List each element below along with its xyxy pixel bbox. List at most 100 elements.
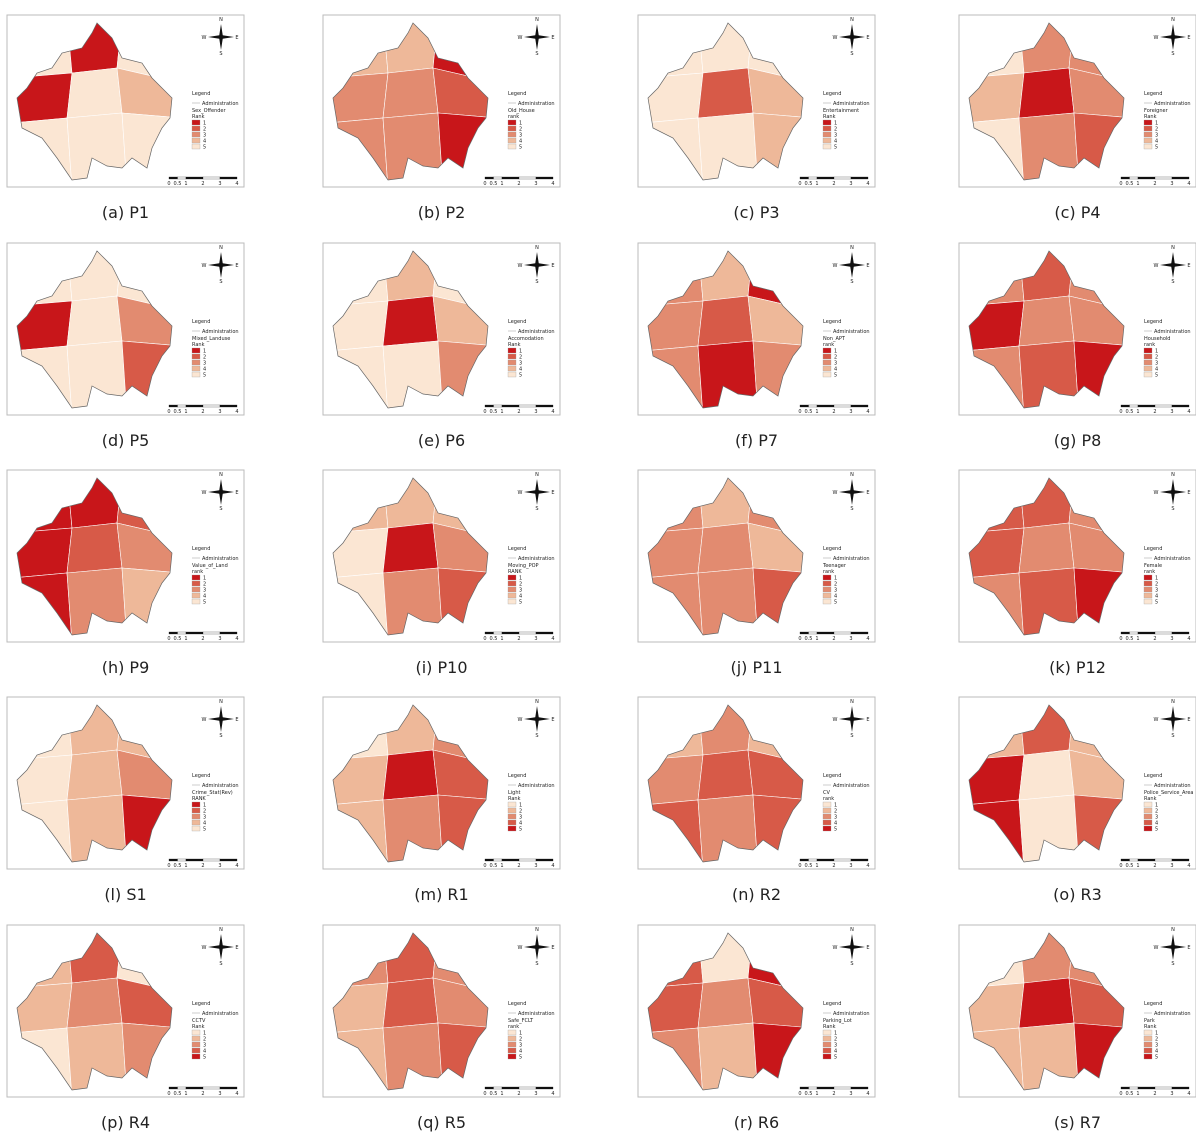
- legend-title: Legend: [192, 1001, 210, 1007]
- scale-segment: [177, 176, 187, 180]
- legend-swatch: [191, 365, 201, 372]
- scale-label: 3: [849, 1091, 852, 1097]
- compass-label: S: [535, 506, 538, 512]
- legend-class: 5: [203, 600, 206, 606]
- legend-class: 2: [834, 127, 837, 133]
- legend-class: 5: [203, 827, 206, 833]
- scale-segment: [202, 858, 221, 862]
- legend-layer: Accomodation: [508, 336, 544, 342]
- scale-label: 3: [534, 636, 537, 642]
- legend-class: 3: [519, 361, 522, 367]
- caption: (r) R6: [734, 1113, 779, 1132]
- compass: [208, 35, 234, 39]
- compass-label: S: [1171, 506, 1174, 512]
- scale-label: 3: [218, 636, 221, 642]
- compass-label: S: [1171, 51, 1174, 57]
- compass: [524, 263, 550, 267]
- scale-segment: [1137, 1086, 1156, 1090]
- scale-segment: [1171, 858, 1190, 862]
- map-panel: NSW ELegendAdministrationSafe_FCLTrank123…: [322, 924, 561, 1132]
- legend-swatch: [191, 143, 201, 150]
- legend-swatch: [1143, 1047, 1153, 1054]
- scale-segment: [1129, 858, 1139, 862]
- scale-segment: [1137, 631, 1156, 635]
- legend-class: 2: [519, 355, 522, 361]
- scale-label: 2: [517, 863, 520, 869]
- scale-segment: [816, 176, 835, 180]
- legend-swatch: [507, 359, 517, 366]
- compass-label: N: [850, 245, 854, 251]
- scale-label: 0: [483, 181, 486, 187]
- compass: [839, 35, 865, 39]
- legend-swatch: [822, 580, 832, 587]
- legend-boundary: Administration: [1154, 556, 1191, 562]
- legend-swatch: [822, 1041, 832, 1048]
- legend-class: 5: [519, 373, 522, 379]
- scale-label: 0.5: [490, 863, 498, 869]
- legend-swatch: [822, 598, 832, 605]
- legend-class: 1: [834, 803, 837, 809]
- scale-segment: [501, 404, 520, 408]
- legend-class: 2: [834, 809, 837, 815]
- legend-swatch: [507, 807, 517, 814]
- scale-label: 4: [866, 181, 869, 187]
- legend-title: Legend: [1144, 1001, 1162, 1007]
- scale-label: 2: [1153, 409, 1156, 415]
- legend-swatch: [191, 1053, 201, 1060]
- map-panel: N S W E Legend AdministrationMixed_LanduseRan…: [6, 242, 245, 450]
- legend-swatch: [191, 819, 201, 826]
- scale-label: 0: [1119, 1091, 1122, 1097]
- compass-label: N: [219, 472, 223, 478]
- scale-label: 4: [1187, 636, 1190, 642]
- scale-segment: [219, 858, 238, 862]
- legend-rank: RANK: [508, 569, 522, 575]
- legend-swatch: [822, 359, 832, 366]
- legend-swatch: [191, 353, 201, 360]
- legend-class: 1: [1155, 803, 1158, 809]
- legend-swatch: [1143, 371, 1153, 378]
- scale-label: 0: [798, 636, 801, 642]
- compass-label: E: [1187, 945, 1190, 951]
- legend-swatch: [822, 347, 832, 354]
- scale-label: 2: [517, 1091, 520, 1097]
- legend-swatch: [822, 1029, 832, 1036]
- scale-label: 3: [1170, 1091, 1173, 1097]
- legend-swatch: [1143, 825, 1153, 832]
- scale-segment: [850, 404, 869, 408]
- scale-label: 0: [798, 863, 801, 869]
- compass-label: N: [535, 245, 539, 251]
- legend-layer: Mixed_Landuse: [192, 336, 230, 342]
- compass-label: E: [551, 717, 554, 723]
- legend-class: 3: [834, 1043, 837, 1049]
- legend-class: 3: [834, 133, 837, 139]
- compass-label: S: [535, 733, 538, 739]
- compass-label: N: [1171, 699, 1175, 705]
- compass-label: S: [850, 51, 853, 57]
- legend-swatch: [1143, 1035, 1153, 1042]
- scale-segment: [168, 1086, 178, 1090]
- compass-label: E: [866, 945, 869, 951]
- scale-segment: [493, 1086, 503, 1090]
- scale-label: 2: [1153, 181, 1156, 187]
- scale-label: 4: [866, 863, 869, 869]
- legend-swatch: [191, 1035, 201, 1042]
- legend-class: 4: [834, 139, 837, 145]
- scale-segment: [1120, 404, 1130, 408]
- legend-class: 2: [203, 127, 206, 133]
- legend-swatch: [507, 592, 517, 599]
- compass-label: S: [1171, 961, 1174, 967]
- legend-rank: rank: [1144, 569, 1155, 575]
- legend-swatch: [507, 371, 517, 378]
- district-outline: [968, 250, 1125, 409]
- district: [1018, 522, 1075, 574]
- legend-class: 1: [1155, 576, 1158, 582]
- legend-class: 5: [203, 1055, 206, 1061]
- legend-class: 5: [1155, 145, 1158, 151]
- compass-label: W: [202, 945, 207, 951]
- legend-swatch: [1143, 1041, 1153, 1048]
- legend-swatch: [822, 825, 832, 832]
- compass-label: E: [235, 717, 238, 723]
- caption: (f) P7: [735, 431, 778, 450]
- district: [1018, 67, 1075, 119]
- legend-swatch: [1143, 347, 1153, 354]
